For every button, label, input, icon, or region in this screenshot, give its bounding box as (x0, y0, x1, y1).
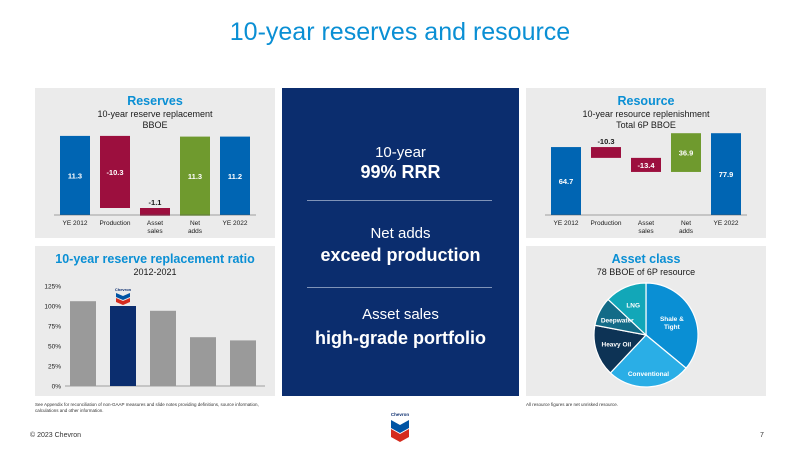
bar (711, 133, 741, 215)
slice-label: Shale & (660, 316, 684, 323)
resource-unit: Total 6P BBOE (616, 120, 676, 130)
highlight-1-label: 10-year (375, 144, 426, 161)
resource-panel: Resource 10-year resource replenishment … (526, 88, 766, 238)
asset-class-pie-chart: Shale &Tight Conventional Heavy Oil Deepwat… (593, 282, 699, 388)
category-label: Asset (638, 220, 654, 227)
pie-slice (593, 324, 648, 374)
bar (190, 337, 216, 386)
slice-label: Tight (664, 324, 681, 331)
bar (230, 340, 256, 386)
footnote-right: All resource figures are net unrisked re… (526, 402, 619, 407)
category-label: YE 2012 (63, 220, 88, 227)
resource-subtitle: 10-year resource replenishment (582, 109, 710, 119)
divider (307, 200, 492, 201)
reserves-waterfall-chart: 11.3 YE 2012 -10.3 Production -1.1 Assetsales… (54, 135, 256, 235)
bar (70, 301, 96, 386)
data-label: 36.9 (679, 149, 694, 158)
marker-upper (116, 293, 130, 300)
highlight-3-label: Asset sales (362, 306, 439, 323)
y-tick-label: 0% (52, 384, 62, 391)
category-label: sales (147, 228, 163, 235)
category-label: Net (190, 220, 200, 227)
bar (220, 136, 250, 215)
highlight-2-label: Net adds (370, 225, 431, 242)
resource-title: Resource (617, 94, 675, 108)
data-label: 11.2 (228, 172, 242, 181)
slice-label: Deepwater (601, 317, 634, 324)
ratio-bar-chart: 0% 25% 50% 75% 100% 125% Chevron (44, 284, 265, 391)
reserves-panel: Reserves 10-year reserve replacement BBO… (35, 88, 275, 238)
bar (150, 310, 176, 386)
asset-class-subtitle: 78 BBOE of 6P resource (596, 267, 696, 277)
bar (140, 208, 170, 216)
logo-wordmark: Chevron (390, 412, 410, 417)
category-label: YE 2022 (223, 220, 248, 227)
pie-slice (645, 282, 699, 369)
page-title: 10-year reserves and resource (229, 18, 571, 46)
category-label: Production (590, 220, 621, 227)
bar (551, 147, 581, 215)
page-number: 7 (760, 432, 764, 439)
marker-lower (116, 298, 130, 305)
bar (180, 136, 210, 216)
chevron-emblem-icon (391, 420, 409, 442)
bar (671, 133, 701, 172)
reserves-title: Reserves (127, 94, 183, 108)
data-label: 64.7 (559, 177, 574, 186)
pie-slice (607, 282, 647, 337)
data-label: 11.3 (68, 171, 82, 180)
data-label: 11.3 (188, 172, 202, 181)
bar (110, 306, 136, 386)
y-tick-label: 25% (48, 364, 61, 371)
reserves-subtitle: 10-year reserve replacement (97, 109, 213, 119)
divider (307, 287, 492, 288)
highlight-3-value: high-grade portfolio (315, 328, 486, 348)
highlights-panel: 10-year 99% RRR Net adds exceed producti… (282, 88, 519, 396)
bar (100, 135, 130, 208)
marker-label: Chevron (115, 287, 132, 292)
category-label: adds (188, 228, 203, 235)
slice-label: LNG (626, 302, 640, 309)
category-label: adds (679, 228, 694, 235)
y-tick-label: 75% (48, 324, 61, 331)
data-label: -13.4 (637, 161, 655, 170)
bar (631, 157, 661, 172)
data-label: -10.3 (106, 168, 123, 177)
data-label: -10.3 (597, 137, 614, 146)
slice-label: Heavy Oil (602, 342, 632, 349)
resource-waterfall-chart: 64.7 YE 2012 -10.3 Production -13.4 Assetsale… (545, 133, 747, 235)
ratio-subtitle: 2012-2021 (133, 267, 177, 277)
category-label: YE 2022 (714, 220, 739, 227)
category-label: Production (99, 220, 130, 227)
pie-slice (609, 334, 687, 388)
reserves-unit: BBOE (142, 120, 168, 130)
y-tick-label: 100% (44, 304, 61, 311)
chevron-marker-icon: Chevron (115, 287, 132, 305)
asset-class-panel: Asset class 78 BBOE of 6P resource Shale… (526, 246, 766, 396)
ratio-panel: 10-year reserve replacement ratio 2012-2… (35, 246, 275, 396)
bar (60, 135, 90, 215)
slice-label: Conventional (628, 371, 669, 378)
category-label: Asset (147, 220, 163, 227)
highlight-1-value: 99% RRR (360, 162, 441, 182)
asset-class-title: Asset class (611, 252, 681, 266)
category-label: YE 2012 (554, 220, 579, 227)
data-label: 77.9 (719, 170, 734, 179)
data-label: -1.1 (149, 198, 162, 207)
y-tick-label: 125% (44, 284, 61, 291)
footnote-left: See Appendix for reconciliation of non-G… (35, 402, 259, 413)
copyright: © 2023 Chevron (30, 432, 82, 439)
y-tick-label: 50% (48, 344, 61, 351)
category-label: sales (638, 228, 654, 235)
highlight-2-value: exceed production (320, 245, 481, 265)
ratio-title: 10-year reserve replacement ratio (55, 252, 255, 266)
bar (591, 147, 621, 158)
chevron-logo: Chevron (385, 412, 415, 444)
category-label: Net (681, 220, 691, 227)
